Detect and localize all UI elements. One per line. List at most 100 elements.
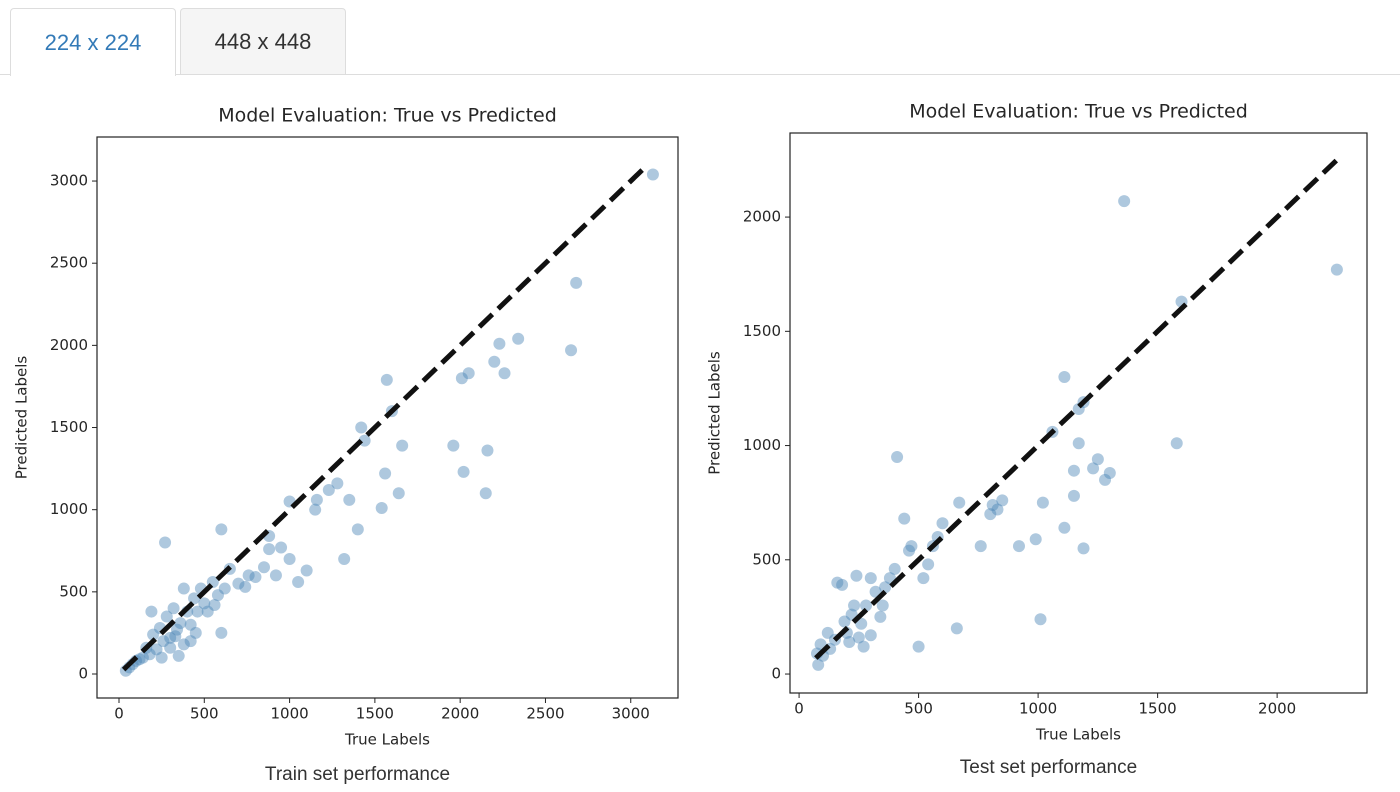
y-tick-label: 2000 (50, 336, 88, 354)
caption: Test set performance (960, 757, 1137, 778)
data-point (150, 643, 163, 656)
data-point (852, 631, 865, 644)
data-point (269, 569, 282, 582)
data-point (996, 494, 1009, 507)
x-tick-label: 0 (794, 700, 804, 718)
data-point (1012, 540, 1025, 553)
x-tick-label: 1500 (1139, 700, 1177, 718)
y-tick-label: 2000 (743, 208, 781, 226)
data-point (164, 641, 177, 654)
data-point (1103, 466, 1116, 479)
data-point (375, 502, 388, 515)
data-point (876, 599, 889, 612)
data-point (1067, 464, 1080, 477)
data-point (912, 640, 925, 653)
data-point (838, 615, 851, 628)
data-point (396, 439, 409, 452)
data-point (1087, 462, 1100, 475)
data-point (133, 653, 146, 666)
y-tick-label: 1500 (50, 418, 88, 436)
data-point (191, 605, 204, 618)
caption: Train set performance (265, 764, 450, 785)
data-point (905, 540, 918, 553)
y-tick-label: 3000 (50, 172, 88, 190)
data-point (1330, 263, 1343, 276)
data-point (355, 421, 368, 434)
data-point (136, 651, 149, 664)
data-point (380, 373, 393, 386)
data-point (1072, 437, 1085, 450)
data-point (493, 337, 506, 350)
data-point (848, 599, 861, 612)
data-point (984, 508, 997, 521)
y-tick-label: 0 (78, 665, 88, 683)
data-point (903, 544, 916, 557)
y-tick-label: 1000 (50, 500, 88, 518)
data-point (283, 552, 296, 565)
y-tick-label: 0 (771, 665, 781, 683)
data-point (1036, 496, 1049, 509)
data-point (850, 569, 863, 582)
data-point (860, 599, 873, 612)
data-point (310, 493, 323, 506)
data-point (879, 581, 892, 594)
data-point (455, 372, 468, 385)
data-point (351, 523, 364, 536)
data-point (171, 623, 184, 636)
data-point (215, 523, 228, 536)
data-point (1118, 195, 1131, 208)
data-point (953, 496, 966, 509)
x-tick-label: 2500 (526, 705, 564, 723)
x-tick-label: 500 (190, 705, 219, 723)
data-point (447, 439, 460, 452)
y-tick-label: 2500 (50, 254, 88, 272)
data-point (177, 638, 190, 651)
data-point (1029, 533, 1042, 546)
data-point (249, 571, 262, 584)
y-tick-label: 1500 (743, 322, 781, 340)
data-point (218, 582, 231, 595)
data-point (215, 626, 228, 639)
data-point (239, 580, 252, 593)
y-tick-label: 1000 (743, 436, 781, 454)
tab[interactable]: 448 x 448 (180, 8, 346, 74)
data-point (1067, 489, 1080, 502)
data-point (189, 626, 202, 639)
data-point (184, 635, 197, 648)
data-point (157, 635, 170, 648)
data-point (512, 332, 525, 345)
data-point (164, 631, 177, 644)
data-point (145, 605, 158, 618)
data-point (1077, 542, 1090, 555)
x-tick-label: 1000 (1019, 700, 1057, 718)
data-point (159, 536, 172, 549)
data-point (488, 355, 501, 368)
data-point (888, 562, 901, 575)
data-point (155, 651, 168, 664)
data-point (922, 558, 935, 571)
data-point (275, 541, 288, 554)
data-point (986, 498, 999, 511)
plot-frame (96, 136, 679, 699)
data-point (950, 622, 963, 635)
plot-frame (789, 132, 1368, 694)
data-point (338, 552, 351, 565)
data-point (991, 503, 1004, 516)
x-tick-label: 0 (114, 705, 124, 723)
tab-divider (0, 74, 1400, 75)
data-point (646, 168, 659, 181)
data-point (322, 483, 335, 496)
data-point (147, 628, 160, 641)
tab[interactable]: 224 x 224 (10, 8, 176, 76)
data-point (300, 564, 313, 577)
data-point (479, 487, 492, 500)
data-point (198, 597, 211, 610)
data-point (343, 493, 356, 506)
chart-title: Model Evaluation: True vs Predicted (909, 101, 1248, 123)
data-point (462, 367, 475, 380)
data-point (379, 467, 392, 480)
data-point (208, 598, 221, 611)
data-point (232, 577, 245, 590)
data-point (498, 367, 511, 380)
